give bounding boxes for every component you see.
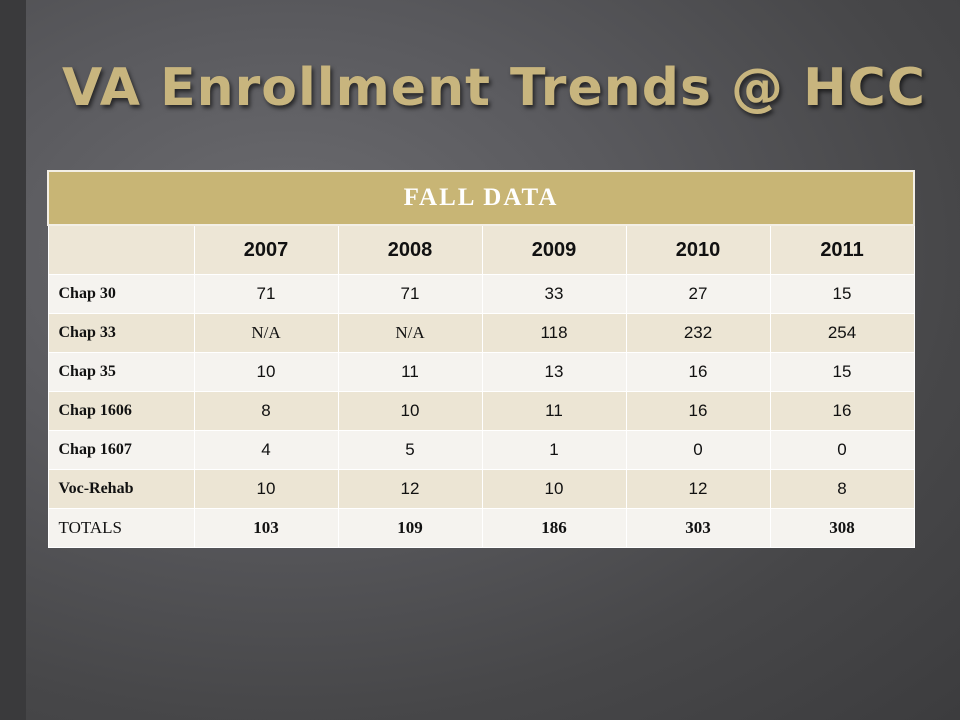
value-cell: 11: [337, 352, 483, 392]
value-cell: N/A: [337, 313, 483, 353]
value-cell: 4: [193, 430, 339, 470]
value-cell: 16: [625, 391, 771, 431]
table-row-chap-1607: Chap 1607 4 5 1 0 0: [47, 430, 915, 470]
table-row-chap-1606: Chap 1606 8 10 11 16 16: [47, 391, 915, 431]
value-cell: 10: [193, 469, 339, 509]
value-cell: 8: [193, 391, 339, 431]
row-label: Chap 33: [47, 313, 195, 353]
value-cell: 11: [481, 391, 627, 431]
value-cell: 254: [769, 313, 915, 353]
value-cell: 0: [625, 430, 771, 470]
year-row: 2007 2008 2009 2010 2011: [47, 224, 915, 275]
year-corner-cell: [47, 224, 195, 275]
value-cell: 71: [193, 274, 339, 314]
year-cell: 2009: [481, 224, 627, 275]
value-cell: 33: [481, 274, 627, 314]
value-cell: 16: [625, 352, 771, 392]
table-row-chap-35: Chap 35 10 11 13 16 15: [47, 352, 915, 392]
value-cell: 27: [625, 274, 771, 314]
value-cell: 12: [625, 469, 771, 509]
value-cell: 71: [337, 274, 483, 314]
value-cell: 10: [481, 469, 627, 509]
table-row-chap-30: Chap 30 71 71 33 27 15: [47, 274, 915, 314]
value-cell: 13: [481, 352, 627, 392]
enrollment-table-container: FALL DATA 2007 2008 2009 2010 2011 Chap …: [46, 170, 916, 548]
table-row-totals: TOTALS 103 109 186 303 308: [47, 508, 915, 548]
total-cell: 308: [769, 508, 915, 548]
table-row-voc-rehab: Voc-Rehab 10 12 10 12 8: [47, 469, 915, 509]
value-cell: 5: [337, 430, 483, 470]
row-label: Chap 1607: [47, 430, 195, 470]
row-label: Chap 35: [47, 352, 195, 392]
row-label: Chap 1606: [47, 391, 195, 431]
value-cell: 16: [769, 391, 915, 431]
row-label: TOTALS: [47, 508, 195, 548]
slide-left-strip: [0, 0, 26, 720]
value-cell: 8: [769, 469, 915, 509]
value-cell: 10: [193, 352, 339, 392]
table-row-chap-33: Chap 33 N/A N/A 118 232 254: [47, 313, 915, 353]
slide-title: VA Enrollment Trends @ HCC: [62, 58, 926, 118]
value-cell: 0: [769, 430, 915, 470]
year-cell: 2008: [337, 224, 483, 275]
total-cell: 109: [337, 508, 483, 548]
value-cell: 15: [769, 352, 915, 392]
year-cell: 2007: [193, 224, 339, 275]
value-cell: 232: [625, 313, 771, 353]
row-label: Chap 30: [47, 274, 195, 314]
value-cell: N/A: [193, 313, 339, 353]
year-cell: 2011: [769, 224, 915, 275]
value-cell: 12: [337, 469, 483, 509]
enrollment-table: FALL DATA 2007 2008 2009 2010 2011 Chap …: [46, 170, 916, 548]
total-cell: 303: [625, 508, 771, 548]
value-cell: 1: [481, 430, 627, 470]
row-label: Voc-Rehab: [47, 469, 195, 509]
value-cell: 15: [769, 274, 915, 314]
total-cell: 186: [481, 508, 627, 548]
value-cell: 118: [481, 313, 627, 353]
table-header-fall-data: FALL DATA: [46, 170, 916, 226]
year-cell: 2010: [625, 224, 771, 275]
total-cell: 103: [193, 508, 339, 548]
value-cell: 10: [337, 391, 483, 431]
